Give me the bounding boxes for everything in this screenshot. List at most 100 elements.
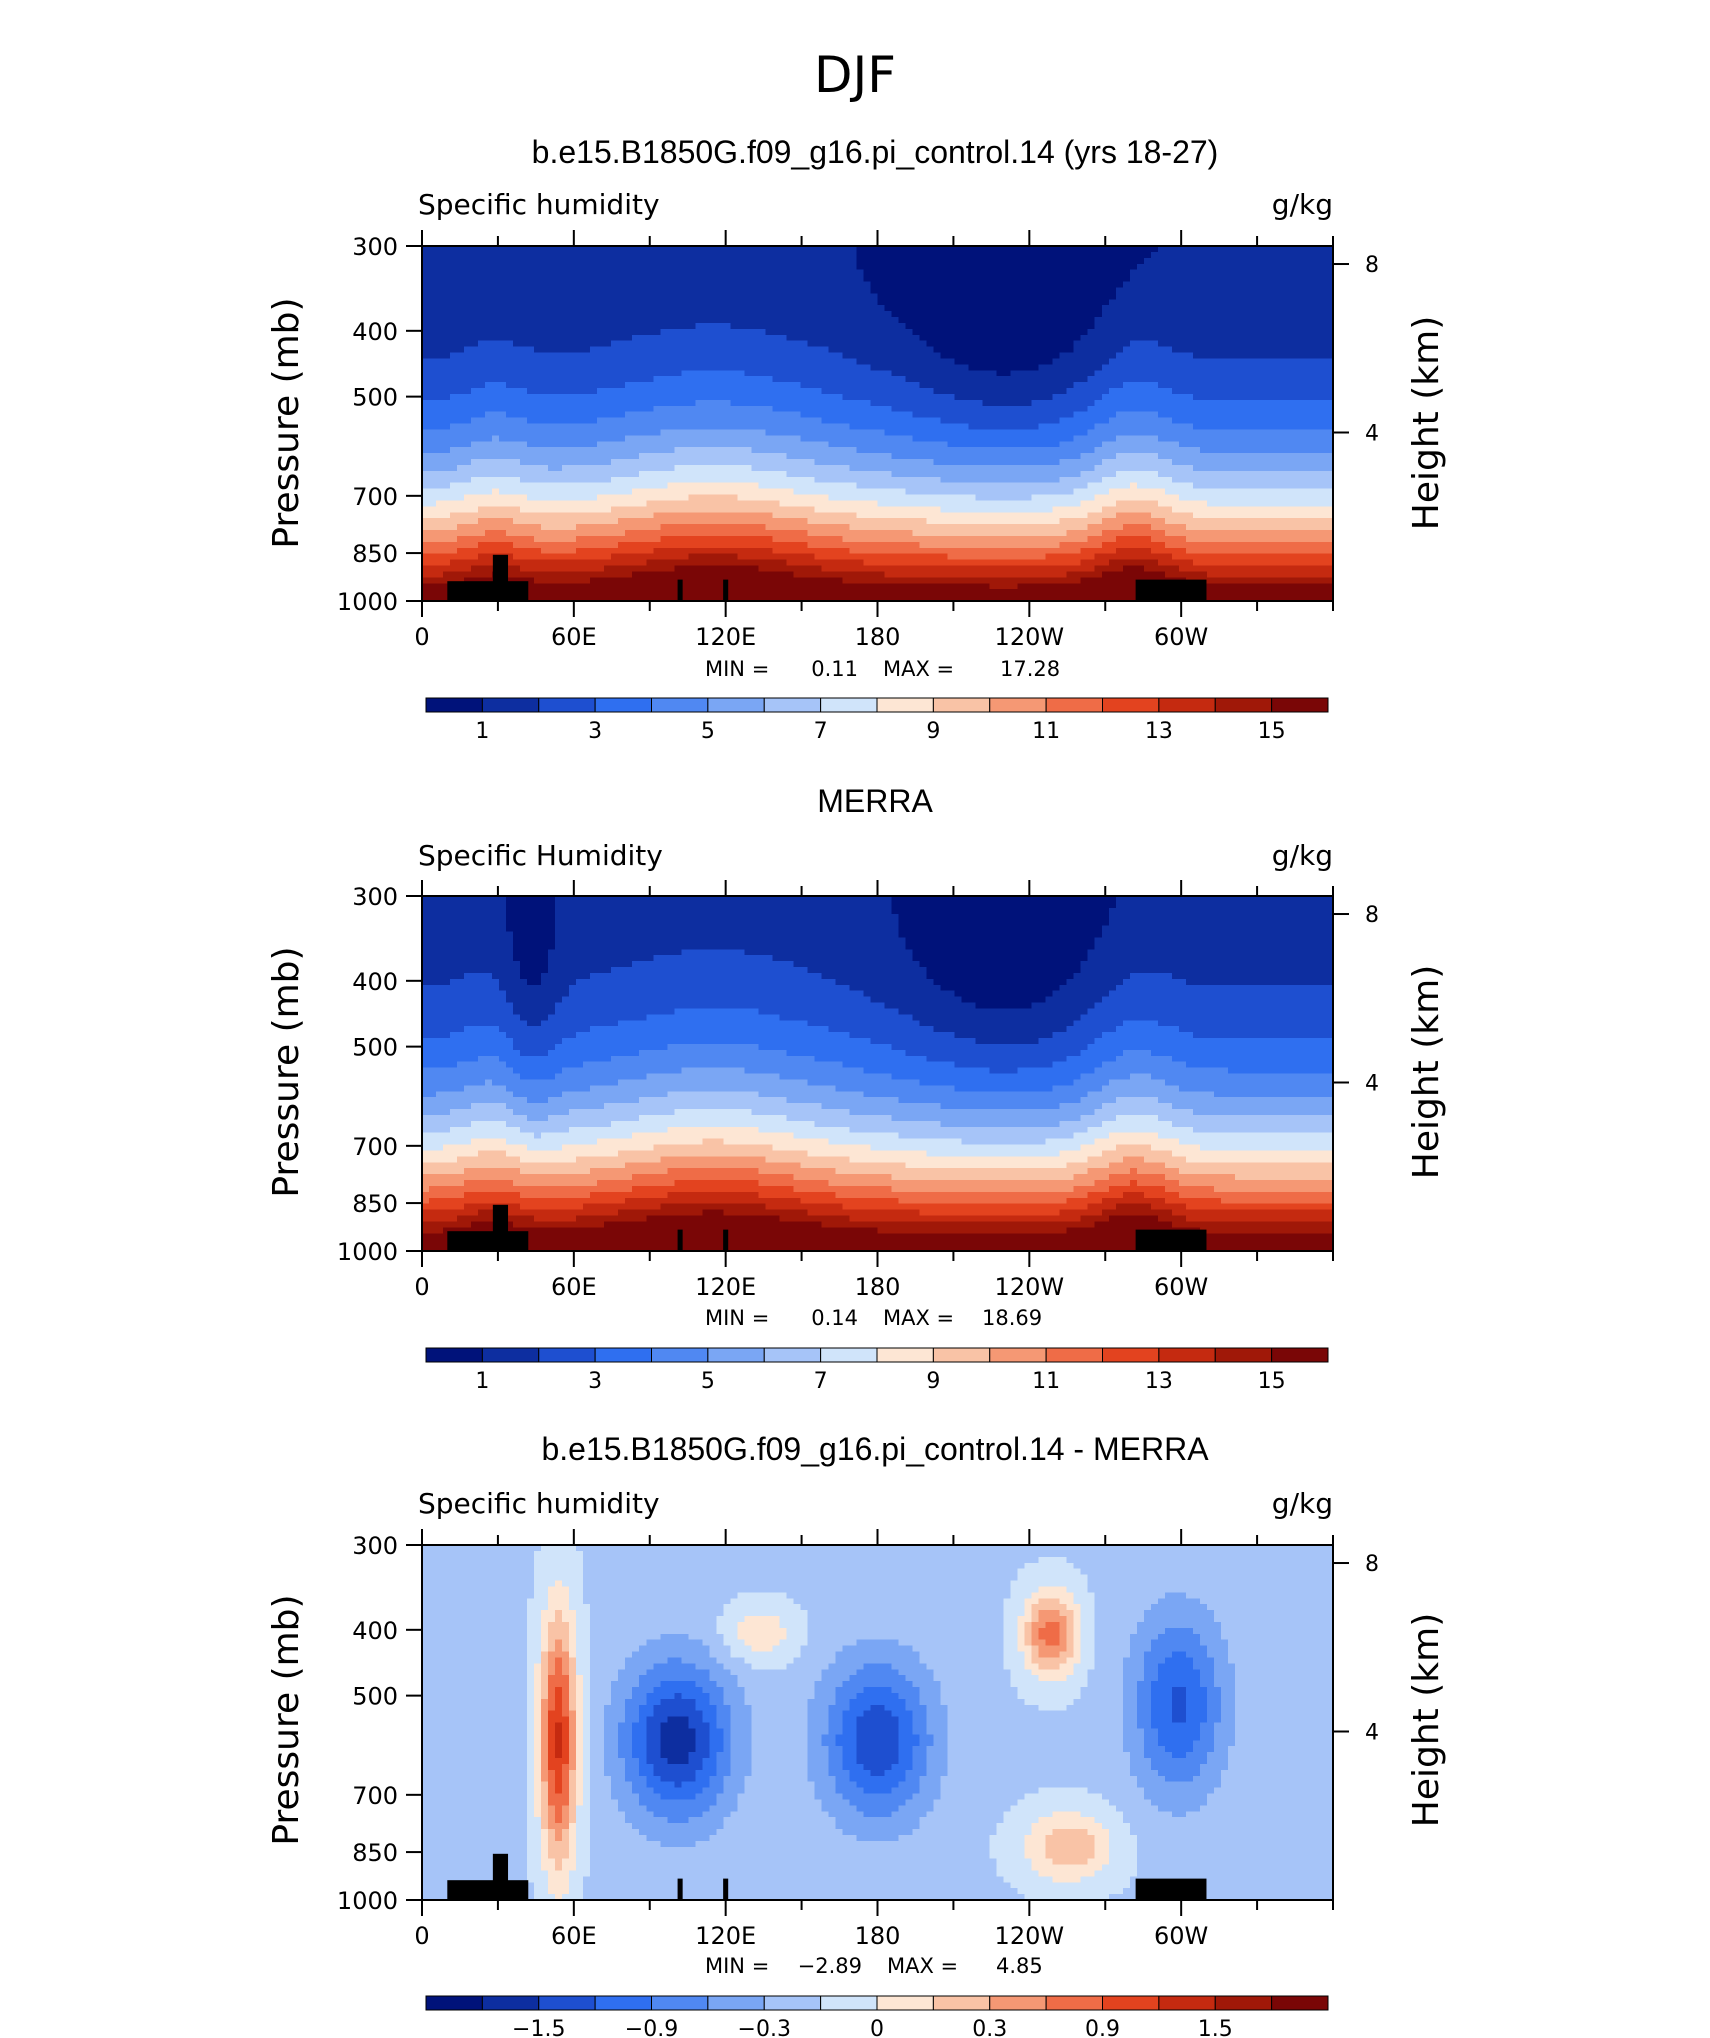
contour-cell [583, 1203, 661, 1211]
contour-cell [583, 1763, 591, 1771]
contour-cell [541, 1823, 549, 1830]
contour-cell [828, 494, 977, 502]
contour-cell [646, 1740, 661, 1747]
contour-cell [422, 1758, 528, 1765]
contour-cell [422, 346, 465, 354]
contour-cell [744, 1775, 809, 1783]
contour-cell [919, 1651, 1005, 1659]
contour-cell [590, 1168, 668, 1175]
contour-cell [926, 1811, 1005, 1818]
contour-cell [597, 441, 830, 448]
contour-cell [1003, 1817, 1040, 1824]
contour-cell [884, 1769, 907, 1777]
contour-cell [723, 1728, 731, 1735]
contour-cell [1157, 1633, 1201, 1641]
contour-cell [422, 453, 640, 460]
colorbar-swatch [1102, 697, 1160, 713]
contour-cell [583, 1592, 738, 1599]
contour-cell [499, 1026, 591, 1033]
y-tick-label: 1000 [337, 1238, 398, 1266]
contour-cell [1017, 1633, 1026, 1641]
contour-cell [422, 293, 879, 300]
contour-cell [1234, 1716, 1334, 1724]
contour-cell [513, 1008, 556, 1015]
contour-cell [555, 1811, 563, 1818]
contour-cell [1087, 1586, 1334, 1593]
min-value: −2.89 [798, 1954, 862, 1978]
contour-cell [1206, 1758, 1229, 1765]
contour-cell [1080, 1049, 1124, 1057]
contour-cell [786, 1097, 900, 1104]
contour-cell [772, 955, 914, 962]
contour-cell [541, 547, 577, 555]
contour-cell [1059, 1209, 1103, 1217]
contour-cell [1066, 1645, 1075, 1653]
contour-cell [576, 1775, 584, 1783]
contour-cell [1087, 535, 1117, 543]
contour-cell [506, 1120, 612, 1128]
topography-mask [492, 1853, 509, 1900]
contour-cell [856, 1639, 900, 1647]
contour-cell [534, 1574, 584, 1582]
contour-cell [1080, 1811, 1124, 1818]
colorbar-label: 15 [1258, 1369, 1286, 1394]
contour-cell [1185, 1203, 1334, 1211]
contour-cell [569, 1704, 577, 1712]
contour-cell [1101, 925, 1334, 933]
contour-cell [527, 494, 598, 502]
filled-contours [422, 1545, 1334, 1901]
contour-cell [534, 1562, 584, 1570]
colorbar-label: 7 [814, 719, 828, 744]
contour-cell [1108, 1799, 1152, 1806]
colorbar-swatch [1158, 1995, 1216, 2011]
contour-cell [611, 506, 816, 513]
contour-cell [1024, 1610, 1033, 1617]
contour-cell [1171, 1811, 1187, 1818]
contour-cell [842, 1203, 1089, 1211]
contour-cell [422, 565, 472, 573]
contour-cell [1108, 990, 1334, 998]
contour-cell [548, 1681, 570, 1688]
contour-cell [716, 1799, 738, 1806]
contour-cell [807, 1763, 830, 1771]
contour-cell [1220, 1698, 1236, 1706]
contour-cell [1150, 1716, 1173, 1724]
contour-cell [1115, 1144, 1152, 1152]
contour-cell [590, 1852, 991, 1860]
contour-cell [1199, 1633, 1222, 1641]
contour-cell [1129, 1829, 1334, 1836]
contour-cell [422, 1793, 528, 1801]
contour-cell [422, 1651, 528, 1659]
contour-cell [562, 1144, 654, 1152]
contour-cell [933, 1669, 1012, 1676]
min-label: MIN = [705, 657, 769, 681]
contour-cell [1164, 571, 1208, 578]
contour-cell [1045, 1621, 1061, 1629]
contour-cell [562, 1038, 872, 1045]
contour-cell [709, 1805, 738, 1812]
contour-cell [1192, 1126, 1334, 1134]
contour-cell [1024, 1627, 1033, 1635]
contour-cell [569, 1846, 577, 1854]
contour-cell [744, 370, 893, 377]
contour-cell [954, 393, 1054, 401]
contour-cell [506, 919, 556, 927]
contour-cell [534, 1556, 584, 1564]
contour-cell [618, 1805, 647, 1812]
contour-cell [1150, 1758, 1208, 1765]
contour-cell [422, 246, 858, 253]
contour-cell [569, 1829, 577, 1836]
contour-cell [1059, 1621, 1068, 1629]
contour-cell [1073, 1132, 1110, 1140]
contour-cell [849, 1704, 872, 1712]
contour-cell [632, 1781, 647, 1789]
contour-cell [1073, 1562, 1334, 1570]
contour-cell [562, 1775, 570, 1783]
contour-cell [1220, 1710, 1236, 1718]
contour-cell [1094, 423, 1194, 431]
contour-cell [1136, 1180, 1180, 1187]
contour-cell [548, 955, 654, 962]
contour-cell [583, 1704, 591, 1712]
contour-cell [555, 1858, 563, 1866]
contour-cell [1136, 263, 1334, 271]
